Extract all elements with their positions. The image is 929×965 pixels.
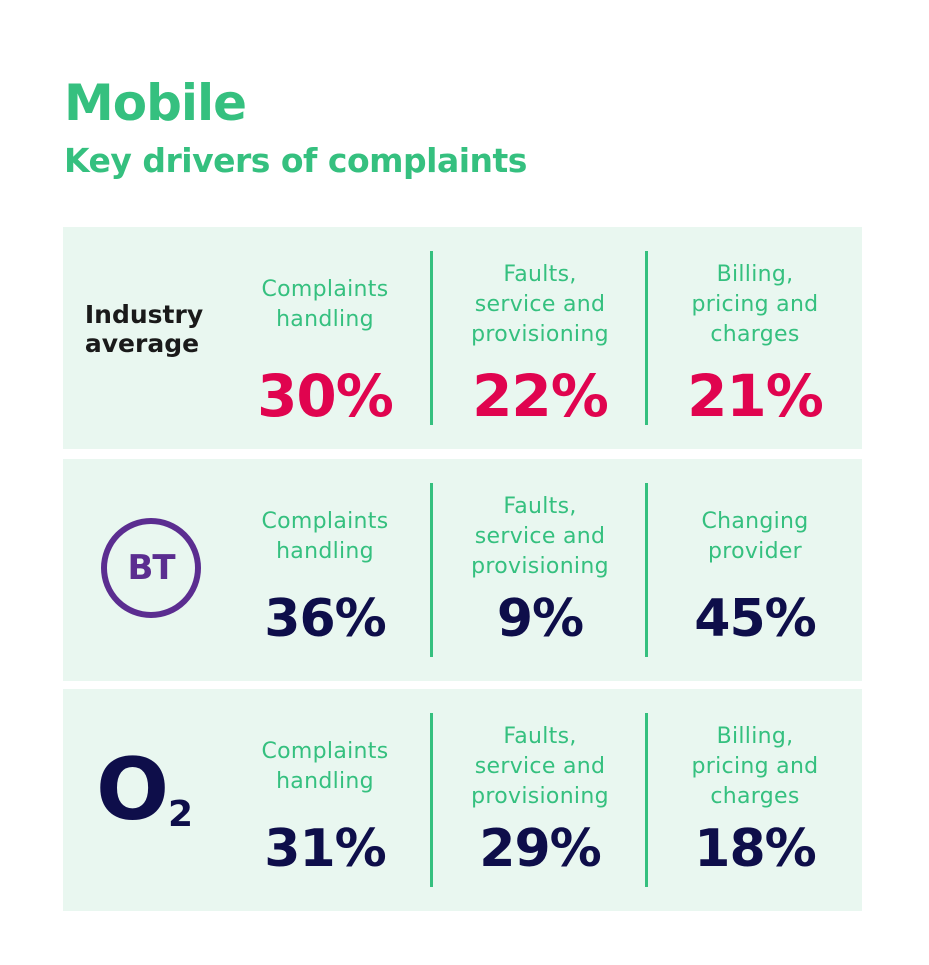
complaints-handling-cell: Complaints handling 36% bbox=[218, 459, 432, 681]
bt-logo-icon: BT bbox=[101, 518, 201, 618]
billing-pricing-charges-cell: Billing, pricing and charges 21% bbox=[648, 227, 862, 449]
cell-value: 29% bbox=[479, 819, 601, 879]
o2-logo-icon: O 2 bbox=[96, 747, 206, 847]
faults-service-provisioning-cell: Faults, service and provisioning 29% bbox=[433, 689, 647, 911]
complaints-handling-cell: Complaints handling 30% bbox=[218, 227, 432, 449]
cell-label: Complaints handling bbox=[261, 739, 389, 794]
divider bbox=[645, 713, 648, 887]
cell-label: Faults, service and provisioning bbox=[471, 724, 609, 809]
cell-value: 18% bbox=[694, 819, 816, 879]
page-subtitle: Key drivers of complaints bbox=[64, 141, 527, 180]
changing-provider-cell: Changing provider 45% bbox=[648, 459, 862, 681]
complaints-handling-cell: Complaints handling 31% bbox=[218, 689, 432, 911]
cell-label: Faults, service and provisioning bbox=[471, 262, 609, 347]
cell-label: Billing, pricing and charges bbox=[691, 724, 819, 809]
divider bbox=[430, 713, 433, 887]
cell-value: 31% bbox=[264, 819, 386, 879]
divider bbox=[645, 251, 648, 425]
industry-average-label: Industry average bbox=[84, 300, 204, 358]
o2-logo-subscript: 2 bbox=[168, 794, 194, 835]
cell-label: Billing, pricing and charges bbox=[691, 262, 819, 347]
cell-value: 9% bbox=[496, 589, 584, 649]
industry-average-row: Industry average Complaints handling 30%… bbox=[63, 227, 862, 449]
row-label: Industry average bbox=[63, 227, 223, 449]
o2-row: O 2 Complaints handling 31% Faults, serv… bbox=[63, 689, 862, 911]
bt-row: BT Complaints handling 36% Faults, servi… bbox=[63, 459, 862, 681]
cell-value: 45% bbox=[694, 589, 816, 649]
divider bbox=[430, 251, 433, 425]
billing-pricing-charges-cell: Billing, pricing and charges 18% bbox=[648, 689, 862, 911]
divider bbox=[430, 483, 433, 657]
cell-label: Complaints handling bbox=[261, 277, 389, 332]
faults-service-provisioning-cell: Faults, service and provisioning 22% bbox=[433, 227, 647, 449]
cell-value: 21% bbox=[687, 362, 824, 430]
page-title: Mobile bbox=[64, 74, 247, 132]
cell-value: 36% bbox=[264, 589, 386, 649]
cell-label: Faults, service and provisioning bbox=[471, 494, 609, 579]
o2-logo-letter: O bbox=[96, 740, 170, 840]
cell-label: Changing provider bbox=[701, 509, 809, 564]
row-label: BT bbox=[63, 459, 223, 681]
cell-value: 30% bbox=[257, 362, 394, 430]
faults-service-provisioning-cell: Faults, service and provisioning 9% bbox=[433, 459, 647, 681]
row-label: O 2 bbox=[63, 689, 223, 911]
cell-label: Complaints handling bbox=[261, 509, 389, 564]
cell-value: 22% bbox=[472, 362, 609, 430]
divider bbox=[645, 483, 648, 657]
